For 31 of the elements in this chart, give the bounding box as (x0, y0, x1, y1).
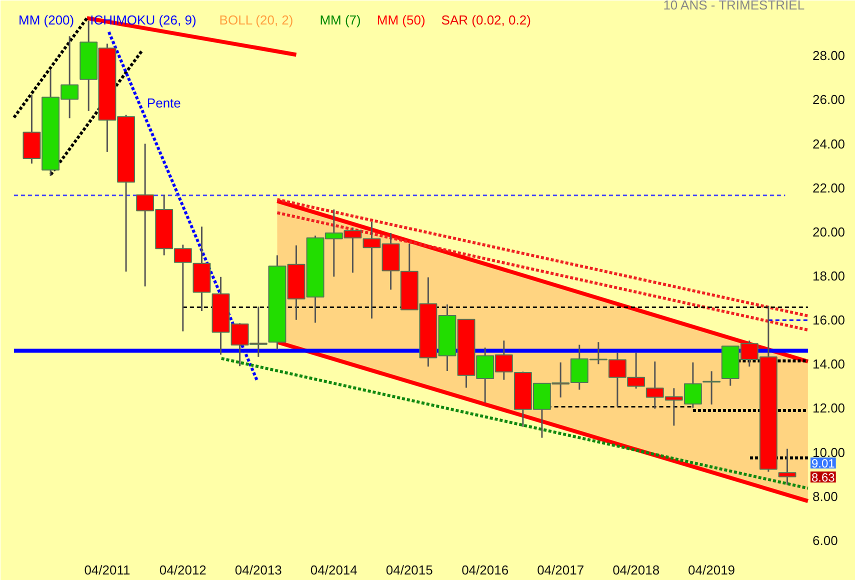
y-tick-label: 26.00 (812, 92, 846, 108)
x-tick-label: 04/2012 (159, 562, 206, 578)
annotation: SAR (0.02, 0.2) (441, 12, 531, 28)
annotation: 9.01 (812, 456, 836, 470)
y-tick-label: 14.00 (812, 356, 846, 372)
annotation: 8.63 (812, 470, 836, 484)
y-tick-label: 22.00 (812, 180, 846, 196)
annotation: Pente (146, 96, 181, 111)
y-tick-label: 12.00 (812, 400, 846, 416)
y-tick-label: 6.00 (812, 532, 838, 548)
annotation: MM (7) (320, 12, 361, 28)
candlestick (778, 448, 796, 486)
x-tick-label: 04/2013 (234, 562, 282, 578)
x-tick-label: 04/2018 (612, 562, 660, 578)
chart-subtitle: 10 ANS - TRIMESTRIEL (663, 0, 805, 12)
y-tick-label: 24.00 (812, 136, 846, 152)
y-tick-label: 16.00 (812, 312, 846, 328)
y-tick-label: 8.00 (812, 488, 838, 504)
x-tick-label: 04/2011 (84, 562, 130, 578)
annotation: BOLL (20, 2) (219, 12, 294, 28)
x-tick-label: 04/2014 (310, 562, 358, 578)
x-tick-label: 04/2017 (537, 562, 584, 578)
annotation: MM (200) (18, 12, 74, 28)
y-tick-label: 18.00 (812, 268, 846, 284)
annotation: MM (50) (376, 12, 426, 28)
candlestick (702, 370, 721, 406)
y-tick-label: 20.00 (812, 224, 846, 240)
x-tick-label: 04/2015 (386, 562, 433, 578)
x-tick-label: 04/2016 (462, 562, 509, 578)
x-tick-label: 04/2019 (688, 562, 736, 578)
y-tick-label: 28.00 (812, 48, 846, 64)
